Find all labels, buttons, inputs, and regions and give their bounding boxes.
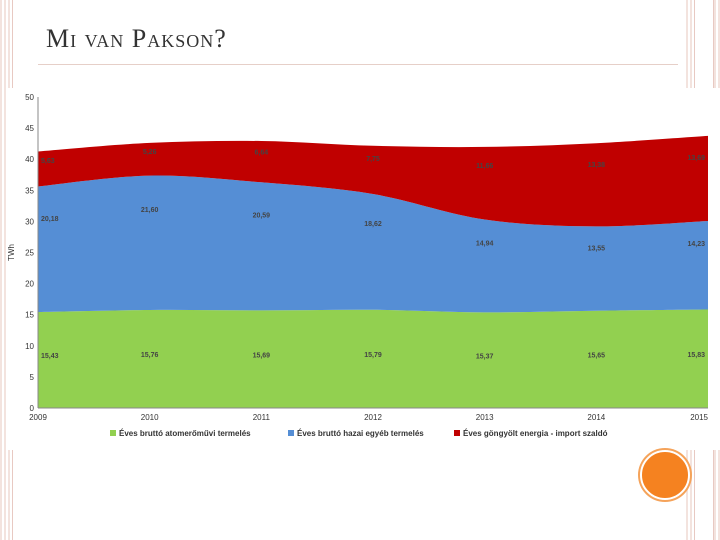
data-label-s1-2011: 15,69 xyxy=(253,352,271,359)
y-tick-label-50: 50 xyxy=(25,93,34,102)
x-tick-label-2012: 2012 xyxy=(364,413,382,422)
y-tick-label-25: 25 xyxy=(25,249,34,258)
x-tick-label-2010: 2010 xyxy=(141,413,159,422)
data-label-s2-2015: 14,23 xyxy=(687,241,705,248)
y-tick-label-45: 45 xyxy=(25,124,34,133)
data-label-s2-2013: 14,94 xyxy=(476,241,494,248)
data-label-s3-2010: 5,26 xyxy=(143,149,157,156)
y-tick-label-0: 0 xyxy=(30,404,35,413)
data-label-s3-2011: 6,64 xyxy=(255,149,269,156)
y-tick-label-20: 20 xyxy=(25,280,34,289)
data-label-s2-2009: 20,18 xyxy=(41,216,59,223)
y-tick-label-5: 5 xyxy=(30,373,35,382)
data-label-s3-2014: 13,38 xyxy=(588,162,606,169)
area-series-1 xyxy=(38,309,708,408)
data-label-s1-2009: 15,43 xyxy=(41,353,59,360)
y-tick-label-30: 30 xyxy=(25,217,34,226)
data-label-s2-2014: 13,55 xyxy=(588,245,606,252)
data-label-s1-2012: 15,79 xyxy=(364,352,382,359)
area-series-3 xyxy=(38,135,708,227)
y-tick-label-10: 10 xyxy=(25,342,34,351)
legend-swatch-2 xyxy=(288,430,294,436)
y-tick-label-40: 40 xyxy=(25,155,34,164)
area-series-2 xyxy=(38,175,708,313)
data-label-s2-2012: 18,62 xyxy=(364,221,382,228)
data-label-s2-2010: 21,60 xyxy=(141,207,159,214)
data-label-s3-2009: 5,63 xyxy=(41,158,55,165)
x-tick-label-2013: 2013 xyxy=(476,413,494,422)
slide-title: Mi van Pakson? xyxy=(46,24,227,53)
legend-label-3: Éves göngyölt energia - import szaldó xyxy=(463,429,608,438)
legend-swatch-1 xyxy=(110,430,116,436)
decor-circle xyxy=(640,450,690,500)
x-tick-label-2014: 2014 xyxy=(587,413,605,422)
y-axis-label: TWh xyxy=(8,244,16,261)
data-label-s1-2013: 15,37 xyxy=(476,353,494,360)
data-label-s1-2010: 15,76 xyxy=(141,352,159,359)
x-tick-label-2009: 2009 xyxy=(29,413,47,422)
data-label-s3-2013: 11,66 xyxy=(476,163,493,170)
legend-swatch-3 xyxy=(454,430,460,436)
y-tick-label-35: 35 xyxy=(25,186,34,195)
data-label-s3-2015: 13,69 xyxy=(687,155,705,162)
legend-label-1: Éves bruttó atomerőművi termelés xyxy=(119,429,251,438)
data-label-s3-2012: 7,75 xyxy=(366,156,380,163)
data-label-s1-2014: 15,65 xyxy=(588,352,606,359)
data-label-s1-2015: 15,83 xyxy=(687,352,705,359)
data-label-s2-2011: 20,59 xyxy=(253,212,271,219)
chart-panel: 0 5 10 15 20 25 30 35 40 45 50 TWh 2009 2010 2011 2012 2… xyxy=(8,88,720,450)
y-tick-label-15: 15 xyxy=(25,311,34,320)
stacked-area-chart: 0 5 10 15 20 25 30 35 40 45 50 TWh 2009 2010 2011 2012 2… xyxy=(8,93,709,438)
legend-label-2: Éves bruttó hazai egyéb termelés xyxy=(297,429,424,438)
x-tick-label-2011: 2011 xyxy=(253,413,271,422)
title-divider xyxy=(38,64,678,65)
x-tick-label-2015: 2015 xyxy=(690,413,708,422)
